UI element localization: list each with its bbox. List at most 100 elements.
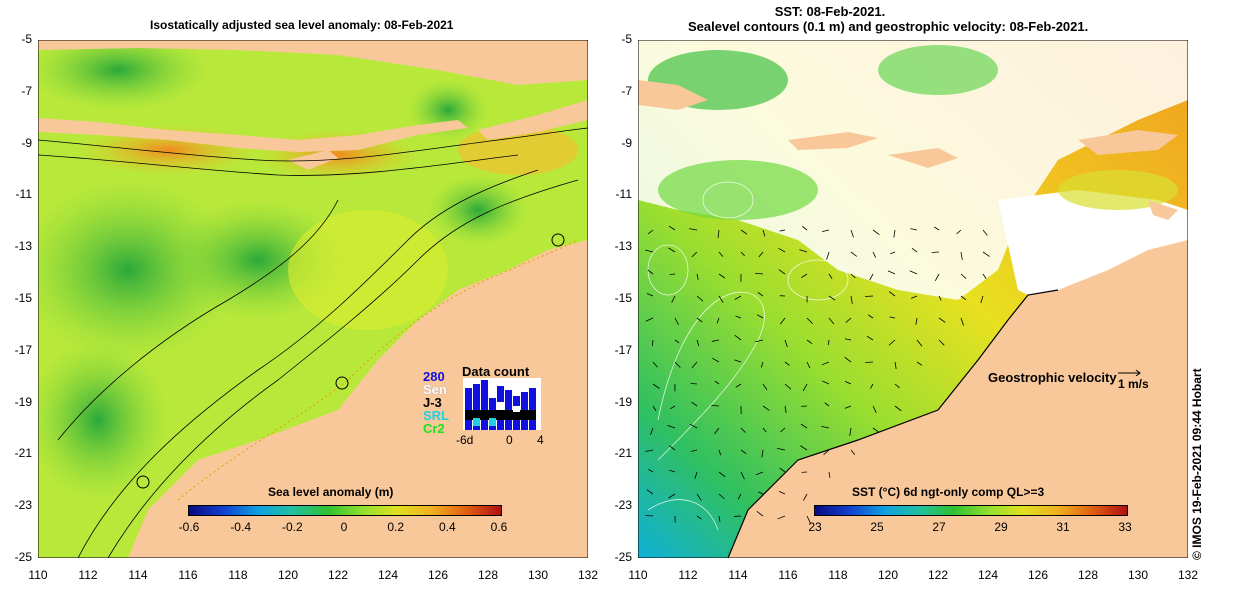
velocity-arrow — [982, 229, 988, 236]
velocity-arrow — [718, 449, 722, 456]
y-tick-label: -13 — [614, 239, 632, 254]
velocity-arrow — [938, 317, 946, 323]
left-map — [38, 40, 588, 558]
velocity-arrow — [714, 380, 720, 385]
velocity-arrow — [645, 317, 654, 322]
mission-280: 280 — [423, 369, 445, 384]
x-tick-label: 128 — [1077, 568, 1099, 582]
velocity-arrow — [909, 270, 918, 275]
velocity-arrow — [784, 361, 790, 366]
velocity-arrow — [916, 339, 923, 347]
y-tick-label: -13 — [14, 239, 32, 254]
velocity-arrow — [696, 273, 699, 280]
velocity-arrow — [696, 295, 704, 302]
sumba-island — [288, 150, 338, 170]
velocity-arrow — [669, 273, 676, 275]
velocity-legend-scale: 1 m/s — [1118, 377, 1149, 391]
y-tick-label: -5 — [21, 32, 32, 46]
velocity-arrow — [778, 269, 786, 275]
data-count-legend: 280 Sen J-3 SRL Cr2 — [423, 370, 449, 435]
velocity-arrow — [934, 273, 940, 281]
colorbar-tick-label: -0.6 — [178, 520, 200, 534]
velocity-arrow — [866, 335, 874, 341]
velocity-arrow — [696, 515, 702, 520]
velocity-arrow — [894, 361, 897, 370]
velocity-arrow — [844, 356, 852, 363]
colorbar-tick-label: 0.2 — [387, 520, 404, 534]
velocity-arrow — [780, 427, 786, 433]
velocity-arrow — [740, 427, 746, 433]
velocity-arrow — [821, 361, 830, 366]
velocity-arrow — [674, 339, 680, 344]
velocity-arrow — [823, 449, 830, 456]
velocity-arrow — [762, 229, 766, 237]
x-tick-label: 124 — [977, 568, 999, 582]
velocity-arrow — [806, 361, 811, 369]
velocity-arrow — [872, 251, 877, 258]
anomaly-low-region — [428, 175, 528, 245]
velocity-arrow — [888, 339, 896, 346]
velocity-arrow — [718, 471, 726, 478]
colorbar-tick-label: -0.2 — [281, 520, 303, 534]
velocity-arrow — [934, 226, 940, 231]
mission-srl: SRL — [423, 408, 449, 423]
tide-gauge-marker — [335, 376, 349, 390]
velocity-legend-label: Geostrophic velocity — [988, 370, 1117, 385]
velocity-arrow — [784, 405, 787, 414]
right-panel-title-line1: SST: 08-Feb-2021. — [774, 4, 886, 19]
velocity-arrow — [822, 380, 830, 385]
velocity-arrow — [757, 292, 764, 297]
velocity-arrow — [762, 383, 768, 391]
tide-gauge-marker — [136, 475, 150, 489]
velocity-arrow — [828, 295, 836, 301]
velocity-arrow — [893, 229, 896, 238]
velocity-arrow — [872, 229, 880, 235]
velocity-arrow — [849, 427, 852, 436]
y-tick-label: -5 — [621, 32, 632, 46]
colorbar-tick-label: 27 — [932, 520, 946, 534]
data-count-axis-label: -6d — [456, 433, 474, 447]
velocity-arrow — [850, 295, 853, 304]
velocity-arrow — [800, 423, 808, 429]
velocity-arrow — [890, 251, 896, 255]
x-tick-label: 110 — [28, 568, 48, 582]
velocity-arrow — [652, 383, 660, 389]
x-tick-label: 112 — [678, 568, 698, 582]
velocity-arrow — [717, 229, 720, 238]
colorbar-tick-label: 0.4 — [438, 520, 456, 534]
borneo-edge — [38, 40, 588, 85]
y-tick-label: -23 — [14, 498, 32, 513]
right-colorbar-label: SST (°C) 6d ngt-only comp QL>=3 — [852, 485, 1045, 499]
velocity-arrow — [956, 229, 962, 235]
velocity-arrow — [806, 339, 813, 345]
x-tick-label: 120 — [877, 568, 899, 582]
velocity-arrow — [718, 273, 726, 279]
velocity-arrow — [674, 361, 681, 368]
x-tick-label: 122 — [327, 568, 349, 582]
colorbar-tick-label: 33 — [1118, 520, 1132, 534]
velocity-arrow — [869, 273, 874, 281]
y-tick-label: -17 — [614, 342, 632, 357]
colorbar-tick-label: 23 — [808, 520, 822, 534]
credit-text: © IMOS 19-Feb-2021 09:44 Hobart — [1190, 368, 1204, 560]
y-tick-label: -21 — [614, 446, 632, 461]
colorbar-tick-label: 25 — [870, 520, 884, 534]
velocity-arrow — [714, 427, 720, 435]
velocity-arrow — [762, 405, 770, 411]
y-tick-label: -19 — [14, 394, 32, 409]
x-tick-label: 122 — [927, 568, 949, 582]
velocity-arrow — [802, 226, 808, 231]
velocity-arrow — [762, 427, 767, 433]
velocity-arrow — [938, 339, 945, 346]
velocity-arrow — [755, 272, 764, 275]
velocity-arrow — [690, 383, 698, 385]
velocity-arrow — [870, 383, 874, 389]
velocity-arrow — [850, 251, 857, 257]
velocity-arrow — [802, 383, 808, 392]
velocity-arrow — [735, 383, 742, 388]
velocity-arrow — [671, 295, 676, 303]
y-tick-label: -9 — [621, 135, 632, 150]
velocity-arrow — [645, 249, 654, 253]
x-tick-label: 128 — [477, 568, 499, 582]
velocity-arrow — [758, 251, 764, 258]
